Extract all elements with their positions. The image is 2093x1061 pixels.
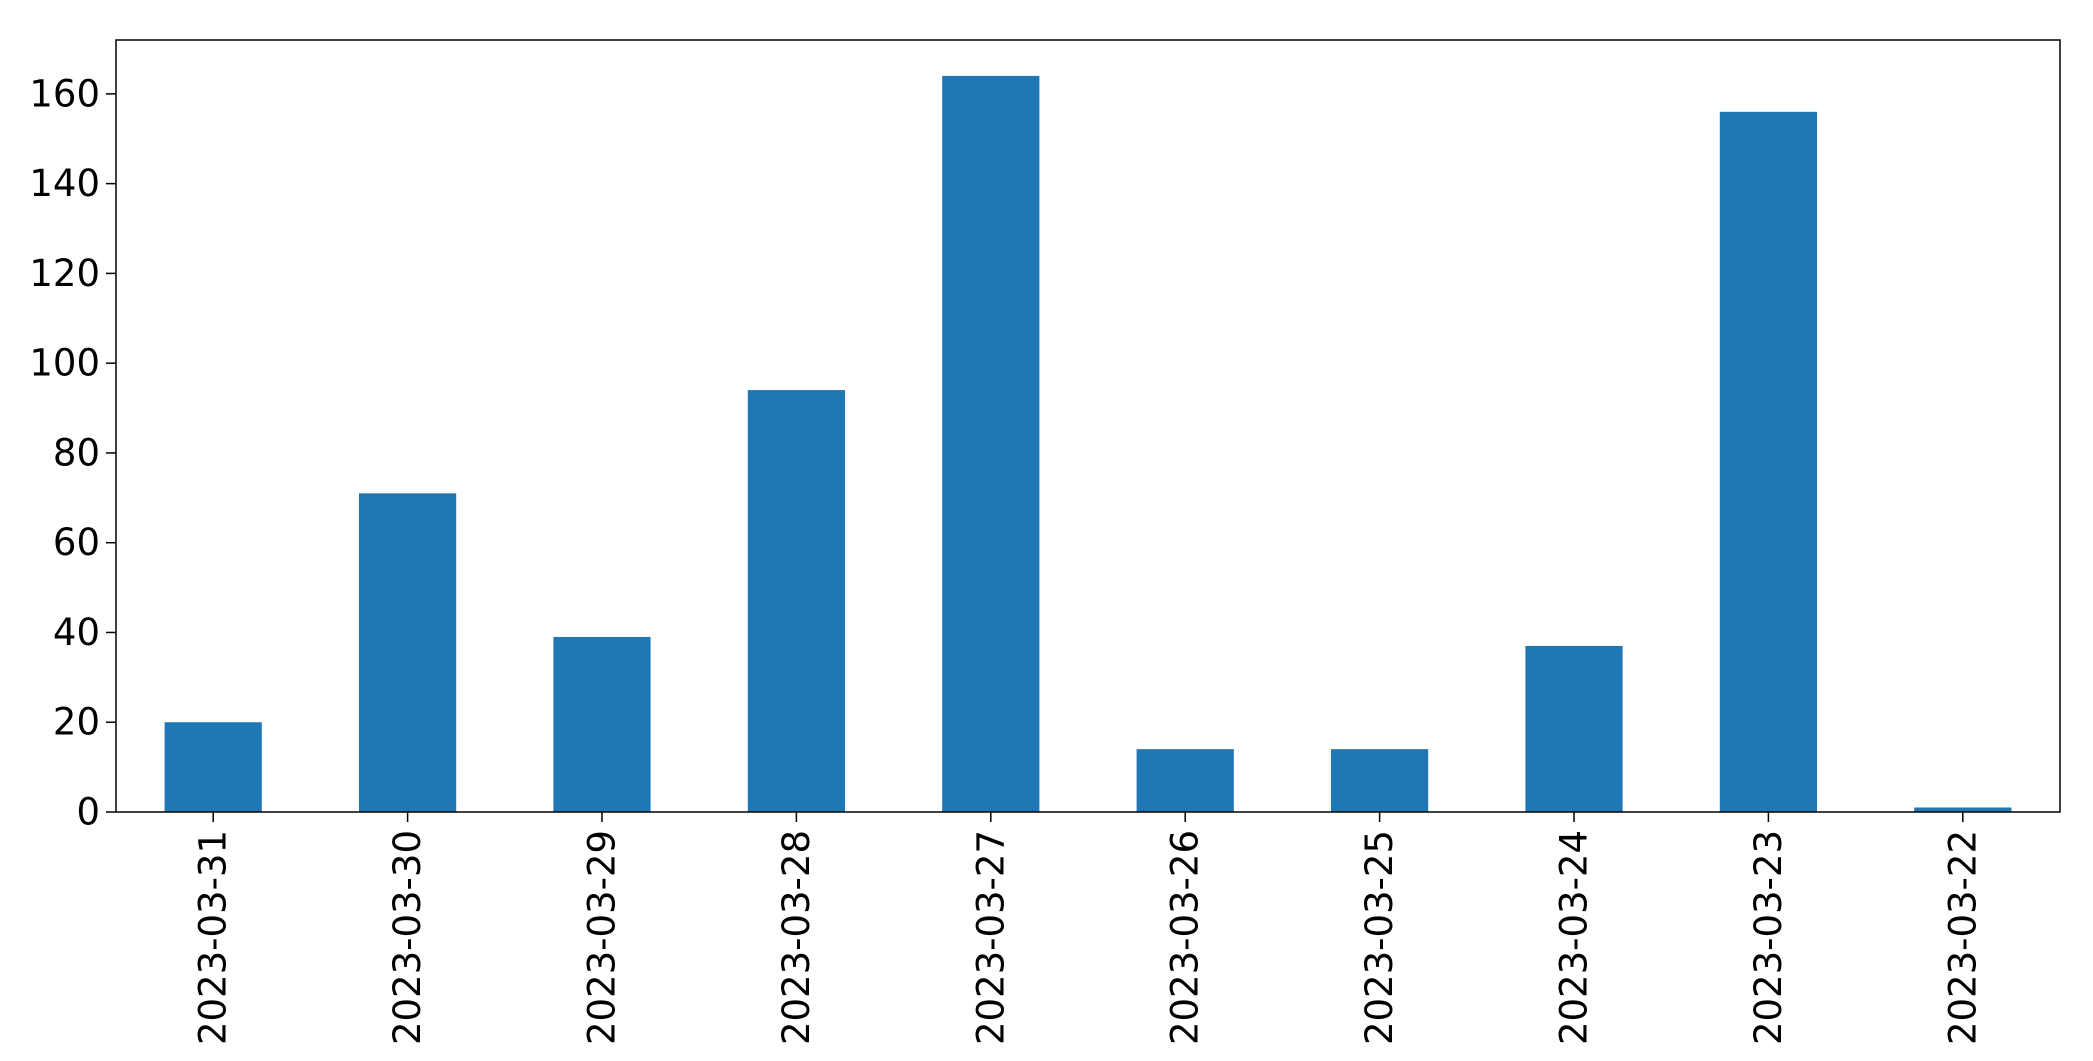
x-tick-label: 2023-03-29 — [581, 830, 624, 1045]
y-tick-label: 140 — [29, 162, 100, 205]
bars-group — [164, 75, 2012, 812]
y-tick-label: 20 — [53, 701, 100, 744]
x-tick-label: 2023-03-28 — [775, 830, 818, 1045]
y-tick-label: 80 — [53, 431, 100, 474]
bar-2023-03-27 — [942, 75, 1040, 812]
x-tick-label: 2023-03-23 — [1747, 830, 1790, 1045]
bar-2023-03-31 — [164, 722, 262, 812]
x-tick-label: 2023-03-26 — [1164, 830, 1207, 1045]
bar-2023-03-26 — [1136, 749, 1234, 812]
y-tick-label: 160 — [29, 72, 100, 115]
bar-2023-03-30 — [359, 493, 457, 812]
x-tick-label: 2023-03-22 — [1941, 830, 1984, 1045]
x-tick-label: 2023-03-24 — [1553, 830, 1596, 1045]
plot-frame — [115, 39, 2061, 813]
x-axis: 2023-03-31 2023-03-30 2023-03-29 2023-03-28… — [192, 812, 1984, 1045]
y-tick-label: 0 — [76, 791, 100, 834]
y-tick-label: 120 — [29, 252, 100, 295]
bar-2023-03-22 — [1914, 807, 2012, 812]
bar-2023-03-24 — [1525, 645, 1623, 812]
bar-2023-03-28 — [747, 390, 845, 812]
y-tick-label: 60 — [53, 521, 100, 564]
x-tick-label: 2023-03-27 — [969, 830, 1012, 1045]
x-tick-label: 2023-03-31 — [192, 830, 235, 1045]
bar-2023-03-29 — [553, 636, 651, 812]
bar-2023-03-25 — [1331, 749, 1429, 812]
x-tick-label: 2023-03-30 — [386, 830, 429, 1045]
bar-2023-03-23 — [1719, 111, 1817, 812]
y-tick-label: 100 — [29, 342, 100, 385]
y-axis: 0 20 40 60 80 100 120 140 160 — [29, 72, 116, 834]
x-tick-label: 2023-03-25 — [1358, 830, 1401, 1045]
y-tick-label: 40 — [53, 611, 100, 654]
